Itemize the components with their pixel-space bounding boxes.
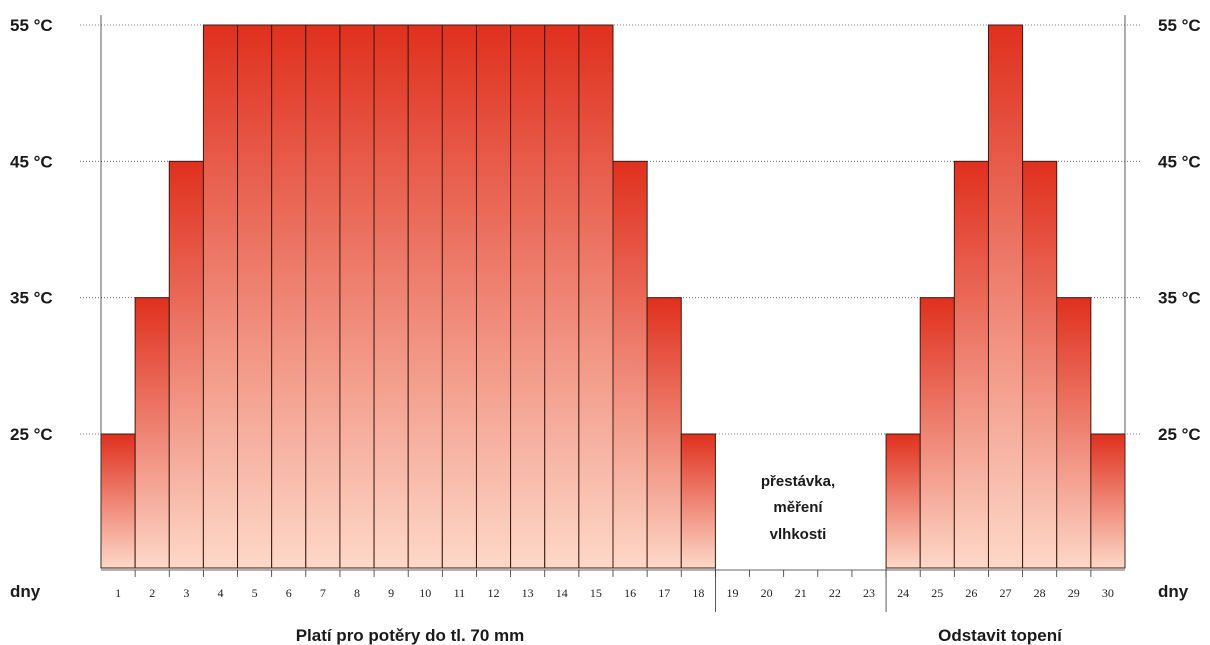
x-tick-label: 24 bbox=[897, 586, 909, 600]
x-tick-label: 25 bbox=[931, 586, 943, 600]
x-tick-label: 2 bbox=[149, 586, 155, 600]
y-tick-label-right: 55 °C bbox=[1158, 16, 1201, 35]
x-unit-label-right: dny bbox=[1158, 582, 1189, 601]
bar-day-6 bbox=[271, 24, 307, 569]
x-tick-label: 17 bbox=[658, 586, 670, 600]
bar-day-15 bbox=[578, 24, 614, 569]
x-tick-label: 29 bbox=[1068, 586, 1080, 600]
y-tick-label-right: 35 °C bbox=[1158, 289, 1201, 308]
axes: 25 °C 25 °C 35 °C 35 °C 45 °C 45 °C 55 °C 55 °C… bbox=[10, 15, 1201, 612]
x-tick-label: 30 bbox=[1102, 586, 1114, 600]
bar-day-30 bbox=[1090, 433, 1126, 569]
bar-day-27 bbox=[987, 24, 1024, 569]
x-tick-label: 15 bbox=[590, 586, 602, 600]
x-tick-label: 4 bbox=[217, 586, 223, 600]
x-tick-label: 14 bbox=[556, 586, 568, 600]
bar-day-9 bbox=[373, 24, 409, 569]
x-tick-label: 7 bbox=[320, 586, 326, 600]
bar-day-8 bbox=[339, 24, 375, 569]
x-tick-label: 23 bbox=[863, 586, 875, 600]
y-tick-label-left: 45 °C bbox=[10, 152, 53, 171]
x-tick-label: 12 bbox=[488, 586, 500, 600]
x-tick-label: 13 bbox=[522, 586, 534, 600]
bar-day-17 bbox=[646, 297, 682, 569]
x-tick-label: 26 bbox=[965, 586, 977, 600]
bar-day-10 bbox=[407, 24, 443, 569]
x-tick-label: 9 bbox=[388, 586, 394, 600]
bar-day-3 bbox=[168, 160, 204, 569]
footer-left-caption: Platí pro potěry do tl. 70 mm bbox=[296, 626, 525, 645]
bar-day-2 bbox=[134, 297, 170, 569]
y-tick-label-right: 45 °C bbox=[1158, 152, 1201, 171]
bar-day-14 bbox=[544, 24, 580, 569]
x-tick-label: 10 bbox=[419, 586, 431, 600]
x-tick-label: 6 bbox=[286, 586, 292, 600]
x-tick-label: 16 bbox=[624, 586, 636, 600]
y-tick-label-right: 25 °C bbox=[1158, 425, 1201, 444]
bar-day-18 bbox=[680, 433, 716, 569]
x-tick-label: 3 bbox=[183, 586, 189, 600]
x-tick-label: 21 bbox=[795, 586, 807, 600]
bar-day-11 bbox=[441, 24, 477, 569]
x-tick-label: 22 bbox=[829, 586, 841, 600]
footer-right-caption: Odstavit topení bbox=[938, 626, 1063, 645]
bar-day-4 bbox=[202, 24, 239, 569]
x-tick-label: 20 bbox=[761, 586, 773, 600]
x-unit-label-left: dny bbox=[10, 582, 41, 601]
y-tick-label-left: 55 °C bbox=[10, 16, 53, 35]
bar-day-29 bbox=[1056, 297, 1092, 569]
x-tick-label: 5 bbox=[252, 586, 258, 600]
bar-day-24 bbox=[885, 433, 921, 569]
bars bbox=[100, 24, 1126, 569]
y-tick-label-left: 25 °C bbox=[10, 425, 53, 444]
bar-day-28 bbox=[1022, 160, 1058, 569]
x-tick-label: 18 bbox=[692, 586, 704, 600]
pause-note-line-1: přestávka, bbox=[761, 473, 835, 490]
y-tick-label-left: 35 °C bbox=[10, 289, 53, 308]
x-tick-label: 11 bbox=[454, 586, 466, 600]
bar-day-16 bbox=[612, 160, 648, 569]
pause-note-line-3: vlhkosti bbox=[770, 526, 827, 543]
pause-note-line-2: měření bbox=[773, 499, 823, 516]
bar-day-5 bbox=[237, 24, 273, 569]
bar-day-13 bbox=[510, 24, 546, 569]
x-tick-label: 28 bbox=[1034, 586, 1046, 600]
x-tick-label: 1 bbox=[115, 586, 121, 600]
bar-day-25 bbox=[919, 297, 955, 569]
x-tick-label: 8 bbox=[354, 586, 360, 600]
bar-day-12 bbox=[475, 24, 512, 569]
bar-day-1 bbox=[100, 433, 136, 569]
x-tick-label: 27 bbox=[1000, 586, 1012, 600]
x-tick-label: 19 bbox=[726, 586, 738, 600]
bar-day-26 bbox=[953, 160, 989, 569]
bar-day-7 bbox=[305, 24, 341, 569]
